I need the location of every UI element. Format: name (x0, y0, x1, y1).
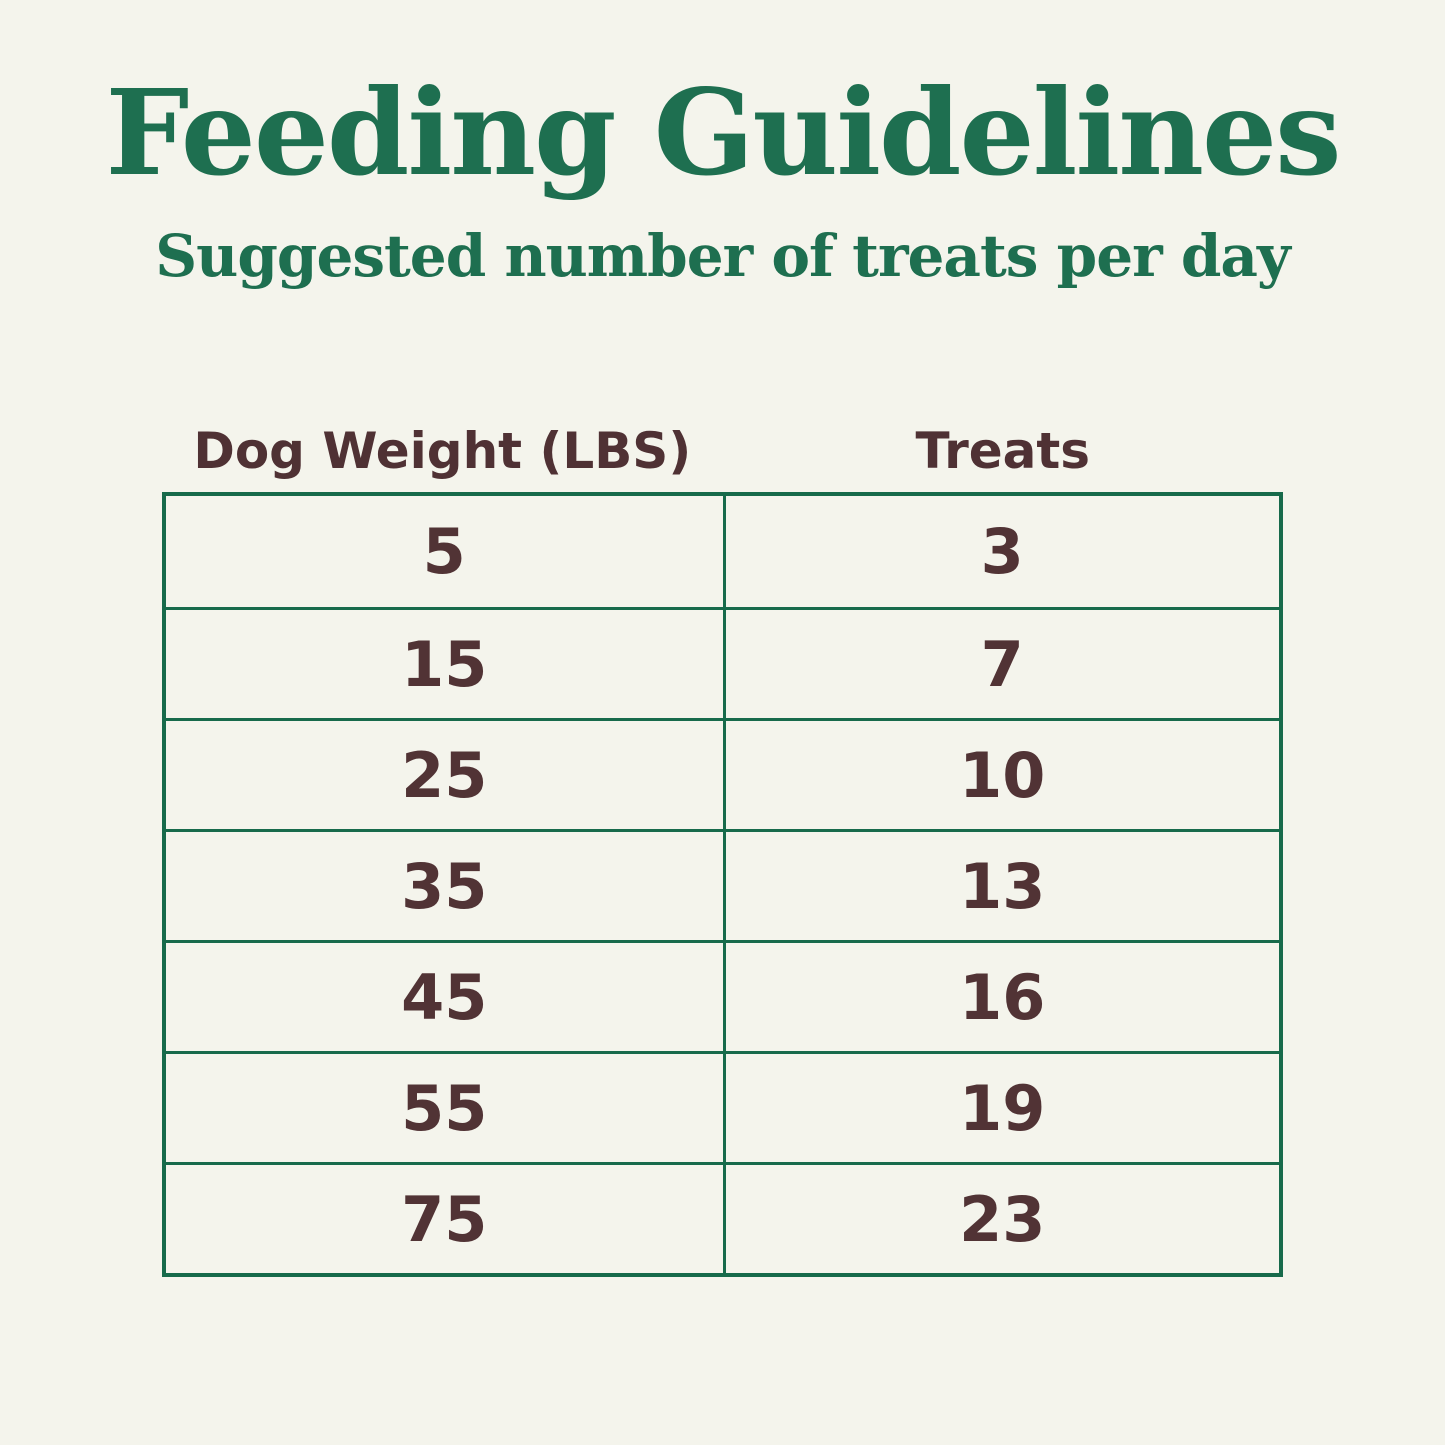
page-subtitle: Suggested number of treats per day (155, 221, 1290, 290)
table-row: 75 23 (166, 1162, 1280, 1274)
page-title: Feeding Guidelines (105, 63, 1341, 202)
treats-cell: 23 (722, 1165, 1280, 1274)
table-row: 45 16 (166, 940, 1280, 1052)
treats-cell: 10 (722, 721, 1280, 830)
table-column-headers: Dog Weight (LBS) Treats (162, 419, 1283, 484)
weight-cell: 25 (401, 738, 488, 812)
table-row: 55 19 (166, 1051, 1280, 1163)
weight-cell: 75 (401, 1182, 488, 1256)
feeding-table: Dog Weight (LBS) Treats 5 3 15 7 25 10 3… (162, 419, 1283, 1278)
treats-cell: 16 (722, 943, 1280, 1052)
column-header-dog-weight: Dog Weight (LBS) (193, 422, 692, 481)
weight-cell: 35 (401, 849, 488, 923)
column-header-treats: Treats (915, 422, 1091, 481)
weight-cell: 55 (401, 1071, 488, 1145)
weight-cell: 15 (401, 627, 488, 701)
table-row: 5 3 (166, 496, 1280, 608)
weight-cell: 45 (401, 960, 488, 1034)
treats-cell: 3 (722, 496, 1280, 608)
table-grid: 5 3 15 7 25 10 35 13 45 16 55 19 (162, 492, 1283, 1278)
table-row: 25 10 (166, 718, 1280, 830)
table-row: 35 13 (166, 829, 1280, 941)
treats-cell: 13 (722, 832, 1280, 941)
treats-cell: 19 (722, 1054, 1280, 1163)
table-row: 15 7 (166, 607, 1280, 719)
treats-cell: 7 (722, 610, 1280, 719)
weight-cell: 5 (422, 515, 466, 589)
